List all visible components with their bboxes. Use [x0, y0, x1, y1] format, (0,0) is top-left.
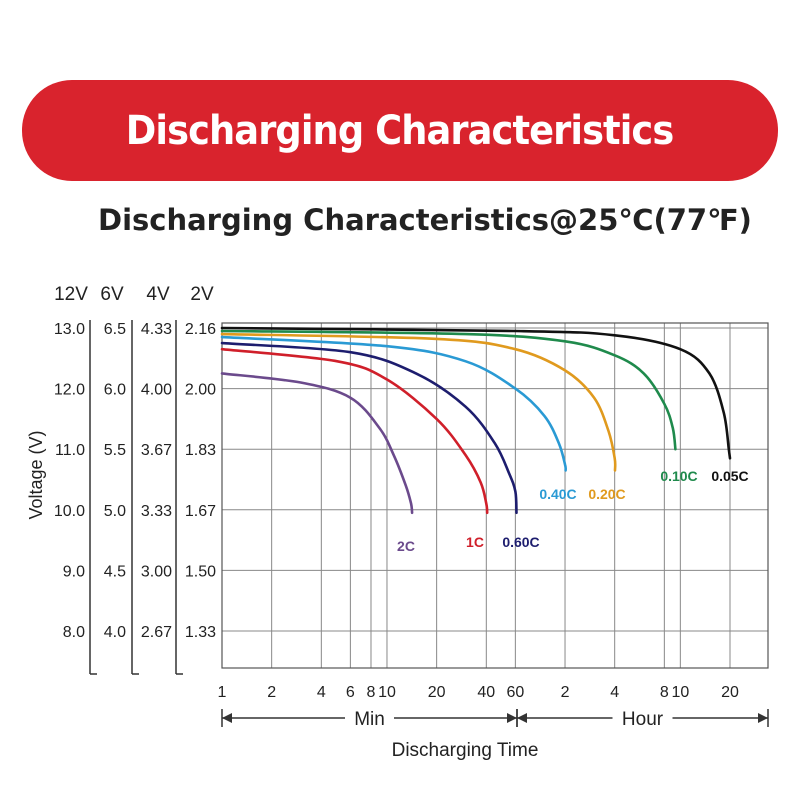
x-tick-label: 4	[610, 684, 619, 701]
voltage-scales: 12V 13.0 12.0 11.0 10.0 9.0 8.0 6V 6.5 6.0 5.5 5.0 4…	[26, 284, 216, 675]
voltage-tick-label: 1.67	[185, 503, 216, 520]
voltage-tick-label: 9.0	[63, 563, 85, 580]
voltage-tick-label: 5.5	[104, 442, 126, 459]
section-arrow-head	[517, 713, 527, 723]
series-label-0.10C: 0.10C	[660, 468, 697, 484]
x-tick-label: 20	[721, 684, 739, 701]
voltage-tick-label: 6.0	[104, 382, 126, 399]
x-tick-label: 4	[317, 684, 326, 701]
x-axis-title: Discharging Time	[392, 740, 539, 761]
series-line-2C	[220, 372, 414, 515]
series-line-1C	[220, 347, 489, 515]
y-axis-title: Voltage (V)	[26, 430, 46, 519]
voltage-tick-label: 3.67	[141, 442, 172, 459]
axes	[221, 322, 769, 669]
voltage-tick-label: 10.0	[54, 503, 85, 520]
x-tick-label: 10	[671, 684, 689, 701]
voltage-tick-label: 11.0	[55, 442, 85, 459]
voltage-tick-label: 4.5	[104, 563, 126, 580]
x-tick-label: 2	[561, 684, 570, 701]
x-tick-label: 20	[428, 684, 446, 701]
x-tick-label: 6	[346, 684, 355, 701]
series-lines	[220, 326, 732, 515]
voltage-tick-label: 6.5	[104, 321, 126, 338]
x-tick-label: 40	[477, 684, 495, 701]
voltage-tick-label: 2.00	[185, 382, 216, 399]
x-tick-label: 8	[660, 684, 669, 701]
section-label-bg	[612, 707, 673, 729]
voltage-tick-label: 13.0	[54, 321, 85, 338]
section-arrow-head	[507, 713, 517, 723]
series-label-0.40C: 0.40C	[539, 486, 576, 502]
voltage-tick-label: 1.83	[185, 442, 216, 459]
voltage-tick-label: 2.67	[141, 624, 172, 641]
series-label-0.05C: 0.05C	[711, 468, 748, 484]
section-label-min: Min	[354, 709, 385, 730]
voltage-scale-header: 12V	[54, 284, 88, 305]
tick-labels: 1 2 4 6 8 10 20 40 60 2 4 8 10 20	[218, 684, 739, 701]
series-line-0.10C	[220, 329, 677, 451]
x-tick-label: 8	[367, 684, 376, 701]
voltage-tick-label: 8.0	[63, 624, 85, 641]
voltage-tick-label: 1.50	[185, 563, 216, 580]
x-tick-label: 1	[218, 684, 227, 701]
banner-title: Discharging Characteristics	[126, 107, 674, 154]
time-sections: Min Hour Discharging Time	[221, 707, 769, 761]
series-label-2C: 2C	[397, 538, 415, 554]
series-line-0.05C	[220, 326, 732, 460]
section-arrow-head	[758, 713, 768, 723]
voltage-tick-label: 4.0	[104, 624, 126, 641]
x-tick-label: 60	[506, 684, 524, 701]
voltage-scale-header: 2V	[190, 284, 214, 305]
series-line-0.40C	[220, 335, 568, 472]
voltage-tick-label: 2.16	[185, 321, 216, 338]
voltage-tick-label: 12.0	[54, 382, 85, 399]
series-line-0.60C	[220, 341, 518, 515]
section-label-bg	[345, 707, 394, 729]
voltage-tick-label: 5.0	[104, 503, 126, 520]
voltage-scale-header: 4V	[146, 284, 170, 305]
voltage-tick-label: 4.33	[141, 321, 172, 338]
section-arrow-head	[222, 713, 232, 723]
chart-subtitle: Discharging Characteristics@25℃(77℉)	[98, 203, 752, 237]
voltage-scale-header: 6V	[100, 284, 124, 305]
grid-lines	[221, 323, 768, 668]
section-label-hour: Hour	[622, 709, 664, 730]
voltage-tick-label: 4.00	[141, 382, 172, 399]
series-line-0.20C	[220, 332, 617, 472]
voltage-tick-label: 3.33	[141, 503, 172, 520]
voltage-tick-label: 3.00	[141, 563, 172, 580]
plot-border	[221, 322, 769, 669]
series-label-1C: 1C	[466, 534, 484, 550]
x-tick-label: 10	[378, 684, 396, 701]
series-labels: 2C 1C 0.60C 0.40C 0.20C 0.10C 0.05C	[397, 468, 749, 554]
x-tick-label: 2	[267, 684, 276, 701]
title-banner: Discharging Characteristics	[22, 80, 778, 181]
voltage-tick-label: 1.33	[185, 624, 216, 641]
series-label-0.20C: 0.20C	[588, 486, 625, 502]
series-label-0.60C: 0.60C	[502, 534, 539, 550]
